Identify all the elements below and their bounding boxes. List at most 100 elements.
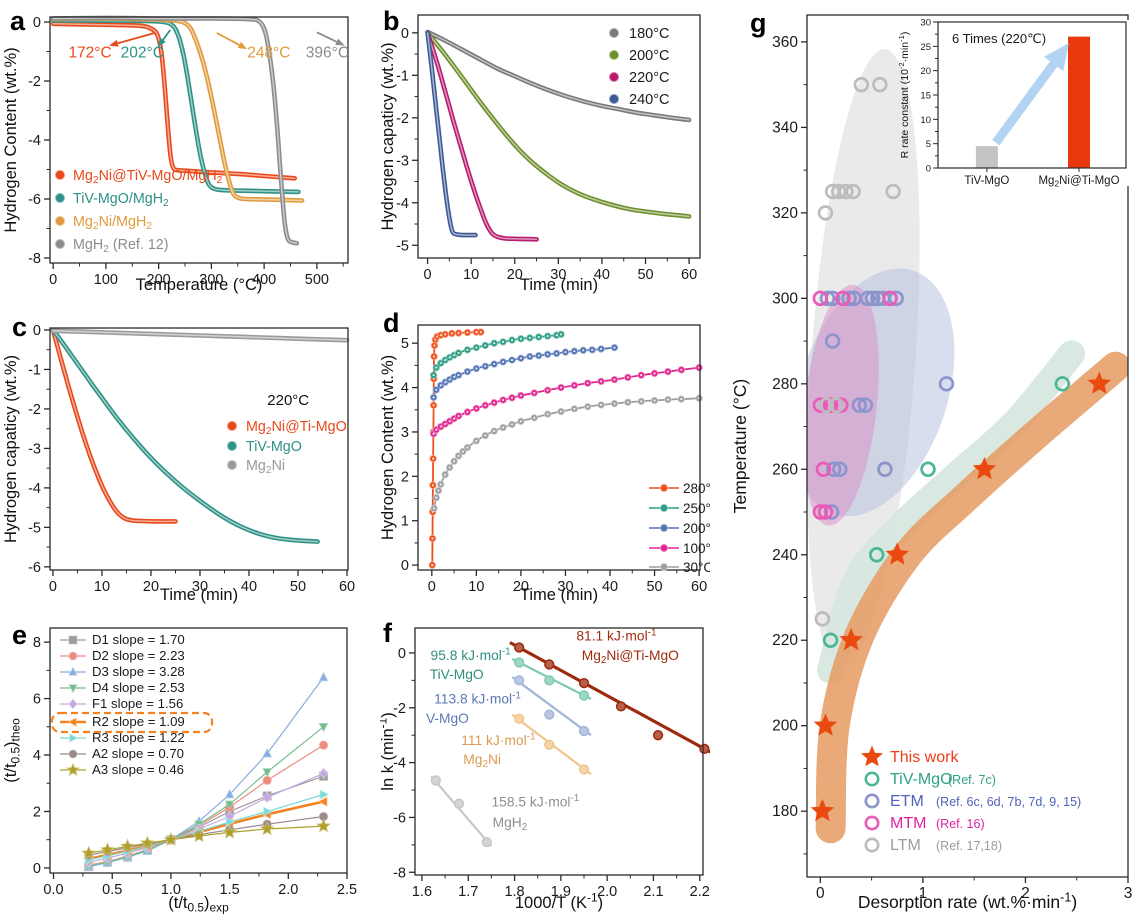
- svg-text:0: 0: [428, 579, 436, 595]
- panel-label-c: c: [12, 312, 28, 342]
- svg-text:Temperature (°C): Temperature (°C): [136, 276, 263, 294]
- chart-c-svg: 0 10 20 30 40 50 60 0 -1 -2 -3 -4 -5 -6 Time (min) Hydr…: [2, 323, 355, 604]
- svg-text:-2: -2: [28, 74, 41, 90]
- panel-a-tpd-desorption-chart: 0 100 200 300 400 500 0 -2 -4 -6 -8 Temperature (°C…: [0, 0, 380, 300]
- svg-text:220: 220: [772, 632, 798, 649]
- panel-label-d: d: [383, 308, 400, 338]
- svg-text:MgH2 (Ref. 12): MgH2 (Ref. 12): [73, 237, 169, 255]
- chart-d-svg: 0 10 20 30 40 50 60 0 1 2 3 4 5 Time (min) Hydrogen Co…: [380, 324, 710, 604]
- panel-b-isothermal-desorption-chart: 0 10 20 30 40 50 60 0 -1 -2 -3 -4 -5 Time (min) Hydrog…: [380, 0, 710, 300]
- svg-text:2.1: 2.1: [643, 884, 663, 900]
- svg-text:(Ref. 16): (Ref. 16): [936, 817, 985, 831]
- svg-text:0: 0: [398, 646, 406, 662]
- svg-text:D1 slope = 1.70: D1 slope = 1.70: [92, 632, 185, 647]
- panel-d-absorption-chart: 0 10 20 30 40 50 60 0 1 2 3 4 5 Time (min) Hydrogen Co…: [380, 300, 710, 610]
- svg-text:(t/t0.5)exp: (t/t0.5)exp: [168, 894, 229, 915]
- svg-text:3: 3: [401, 425, 409, 441]
- svg-text:Mg2Ni: Mg2Ni: [463, 752, 501, 770]
- svg-text:0: 0: [33, 15, 41, 31]
- svg-text:-6: -6: [28, 560, 41, 576]
- svg-text:240: 240: [772, 547, 798, 564]
- svg-text:1.6: 1.6: [412, 884, 432, 900]
- svg-text:1.8: 1.8: [504, 884, 524, 900]
- svg-text:250°C: 250°C: [683, 501, 710, 516]
- svg-text:2.0: 2.0: [278, 882, 298, 898]
- panel-label-e: e: [12, 620, 28, 650]
- svg-text:60: 60: [681, 267, 697, 283]
- svg-text:300: 300: [199, 272, 223, 288]
- svg-text:30: 30: [192, 579, 208, 595]
- svg-text:20: 20: [143, 579, 159, 595]
- svg-text:50: 50: [646, 579, 662, 595]
- svg-text:-4: -4: [396, 196, 409, 212]
- svg-text:10: 10: [468, 579, 484, 595]
- chart-a-svg: 0 100 200 300 400 500 0 -2 -4 -6 -8 Temperature (°C…: [2, 15, 349, 294]
- svg-text:Time (min): Time (min): [520, 276, 598, 294]
- svg-text:TiV-MgO: TiV-MgO: [964, 175, 1009, 187]
- svg-text:200: 200: [772, 718, 798, 735]
- svg-text:158.5 kJ·mol-1: 158.5 kJ·mol-1: [492, 793, 580, 809]
- chart-g-svg: 0 1 2 3180200220240260280300320340360Desorp…: [730, 14, 1132, 912]
- panel-label-b: b: [383, 6, 400, 36]
- svg-text:4: 4: [33, 748, 41, 764]
- svg-text:V-MgO: V-MgO: [426, 711, 469, 726]
- svg-text:1.9: 1.9: [551, 884, 571, 900]
- svg-text:113.8 kJ·mol-1: 113.8 kJ·mol-1: [434, 690, 521, 706]
- svg-text:Mg2Ni@Ti-MgO: Mg2Ni@Ti-MgO: [582, 648, 679, 666]
- svg-text:2.0: 2.0: [597, 884, 617, 900]
- svg-text:100°C: 100°C: [683, 541, 710, 556]
- svg-text:111 kJ·mol-1: 111 kJ·mol-1: [461, 732, 536, 748]
- panel-label-g: g: [750, 8, 767, 38]
- svg-text:0: 0: [401, 26, 409, 42]
- svg-text:TiV-MgO: TiV-MgO: [430, 667, 484, 682]
- svg-text:2: 2: [401, 469, 409, 485]
- svg-text:Hydrogen capaticy (wt.%): Hydrogen capaticy (wt.%): [380, 43, 397, 231]
- svg-text:MTM: MTM: [890, 815, 926, 832]
- chart-e-svg: 0.0 0.5 1.0 1.5 2.0 2.5 0 2 4 6 8 (t/t0.5)exp (t/t0.…: [2, 627, 357, 915]
- svg-text:-4: -4: [393, 756, 406, 772]
- svg-text:TiV-MgO: TiV-MgO: [246, 439, 302, 455]
- svg-text:-8: -8: [393, 865, 406, 881]
- svg-text:0: 0: [926, 164, 931, 175]
- svg-text:A3 slope = 0.46: A3 slope = 0.46: [92, 762, 184, 777]
- svg-text:TiV-MgO/MgH2: TiV-MgO/MgH2: [73, 191, 169, 209]
- svg-text:Time (min): Time (min): [160, 586, 238, 604]
- svg-text:180: 180: [772, 803, 798, 820]
- svg-text:0: 0: [401, 558, 409, 574]
- svg-text:-3: -3: [28, 441, 41, 457]
- svg-text:R rate constant (10-2·min-1): R rate constant (10-2·min-1): [897, 32, 911, 159]
- svg-text:340: 340: [772, 119, 798, 136]
- svg-text:MgH2: MgH2: [493, 815, 528, 833]
- svg-text:40: 40: [594, 267, 610, 283]
- svg-text:A2 slope = 0.70: A2 slope = 0.70: [92, 746, 184, 761]
- svg-text:1000/T (K-1): 1000/T (K-1): [515, 891, 603, 912]
- panel-c-desorption-comparison-chart: 0 10 20 30 40 50 60 0 -1 -2 -3 -4 -5 -6 Time (min) Hydr…: [0, 300, 380, 610]
- svg-text:1.5: 1.5: [220, 882, 240, 898]
- svg-text:6: 6: [33, 692, 41, 708]
- svg-text:200°C: 200°C: [683, 521, 710, 536]
- svg-text:10: 10: [463, 267, 479, 283]
- svg-text:30: 30: [920, 18, 931, 29]
- svg-text:200°C: 200°C: [629, 48, 669, 64]
- svg-text:0: 0: [49, 272, 57, 288]
- svg-text:8: 8: [33, 635, 41, 651]
- svg-text:R2 slope = 1.09: R2 slope = 1.09: [92, 714, 185, 729]
- svg-text:-2: -2: [28, 402, 41, 418]
- svg-text:240°C: 240°C: [629, 92, 669, 108]
- svg-text:-4: -4: [28, 481, 41, 497]
- svg-text:95.8 kJ·mol-1: 95.8 kJ·mol-1: [431, 647, 512, 663]
- svg-text:40: 40: [602, 579, 618, 595]
- svg-text:300: 300: [772, 290, 798, 307]
- svg-text:20: 20: [507, 267, 523, 283]
- svg-text:220°C: 220°C: [629, 70, 669, 86]
- svg-text:0.5: 0.5: [102, 882, 122, 898]
- svg-text:(Ref. 6c, 6d, 7b, 7d, 9, 15): (Ref. 6c, 6d, 7b, 7d, 9, 15): [936, 795, 1081, 809]
- svg-text:This work: This work: [890, 749, 959, 766]
- svg-text:50: 50: [290, 579, 306, 595]
- svg-text:30°C: 30°C: [683, 560, 710, 575]
- svg-text:10: 10: [920, 115, 931, 126]
- svg-text:Temperature (°C): Temperature (°C): [730, 379, 750, 513]
- svg-text:1: 1: [401, 514, 409, 530]
- svg-text:25: 25: [920, 42, 931, 53]
- svg-text:Mg2Ni: Mg2Ni: [246, 458, 285, 476]
